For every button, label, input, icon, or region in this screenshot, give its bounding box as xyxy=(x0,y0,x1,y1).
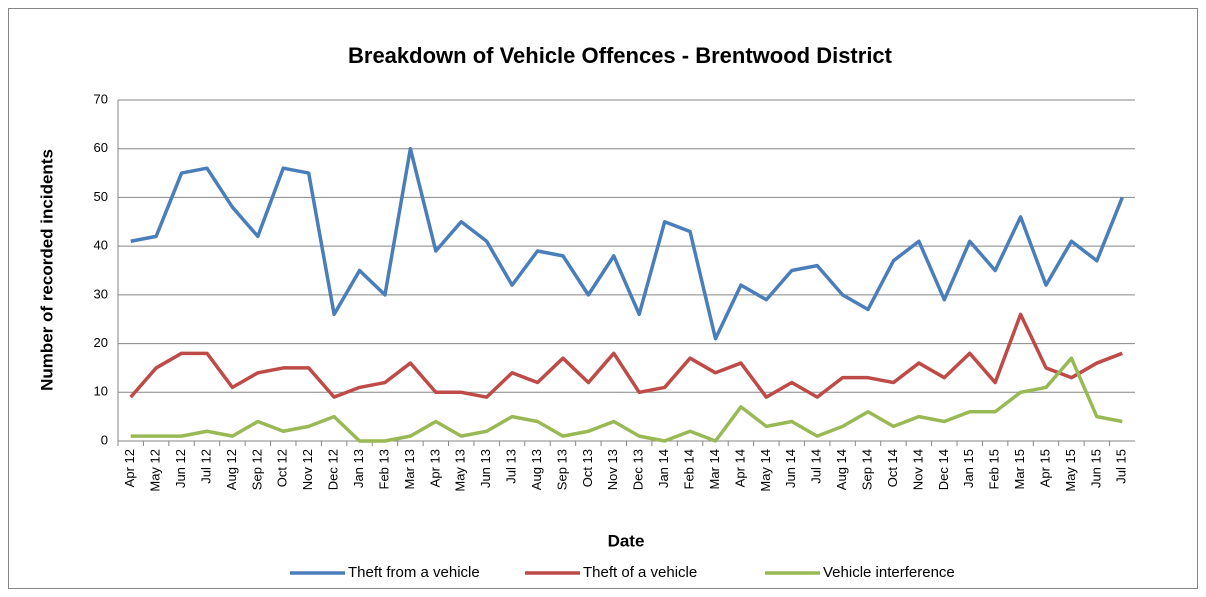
series-line xyxy=(130,146,1124,341)
x-tick-label: Apr 14 xyxy=(732,449,747,487)
x-tick-label: Nov 14 xyxy=(910,449,925,490)
x-tick-label: Sep 13 xyxy=(554,449,569,490)
legend-label: Theft of a vehicle xyxy=(583,564,697,581)
x-tick-label: Oct 13 xyxy=(580,449,595,487)
legend-label: Vehicle interference xyxy=(823,564,955,581)
x-tick-label: May 15 xyxy=(1063,449,1078,492)
x-tick-label: Jun 14 xyxy=(783,449,798,488)
x-tick-label: May 13 xyxy=(453,449,468,492)
legend-label: Theft from a vehicle xyxy=(348,564,480,581)
x-tick-label: Mar 14 xyxy=(707,449,722,489)
x-tick-label: Jul 15 xyxy=(1114,449,1129,484)
x-tick-label: Jul 12 xyxy=(198,449,213,484)
x-tick-label: Sep 14 xyxy=(859,449,874,490)
x-tick-label: Feb 15 xyxy=(987,449,1002,489)
x-tick-label: Oct 12 xyxy=(275,449,290,487)
y-tick-label: 30 xyxy=(94,286,108,301)
x-tick-label: Feb 13 xyxy=(376,449,391,489)
y-tick-label: 40 xyxy=(94,238,108,253)
x-tick-label: Aug 14 xyxy=(834,449,849,490)
x-tick-label: Apr 12 xyxy=(122,449,137,487)
x-tick-label: Jun 12 xyxy=(173,449,188,488)
x-tick-label: Jul 13 xyxy=(504,449,519,484)
x-tick-label: Sep 12 xyxy=(249,449,264,490)
x-tick-label: Jun 13 xyxy=(478,449,493,488)
x-tick-label: Jul 14 xyxy=(809,449,824,484)
x-tick-label: Dec 13 xyxy=(631,449,646,490)
x-tick-label: Nov 13 xyxy=(605,449,620,490)
y-tick-label: 60 xyxy=(94,140,108,155)
series-line xyxy=(130,356,1123,443)
x-tick-label: Nov 12 xyxy=(300,449,315,490)
x-tick-label: Aug 13 xyxy=(529,449,544,490)
x-tick-label: Mar 13 xyxy=(402,449,417,489)
x-tick-label: May 14 xyxy=(758,449,773,492)
y-tick-label: 70 xyxy=(94,91,108,106)
x-tick-label: Jan 13 xyxy=(351,449,366,488)
y-axis-label: Number of recorded incidents xyxy=(37,149,56,391)
series-line xyxy=(129,312,1123,399)
x-tick-label: Jun 15 xyxy=(1088,449,1103,488)
x-tick-label: Jan 15 xyxy=(961,449,976,488)
chart-frame xyxy=(8,8,1198,589)
y-tick-label: 10 xyxy=(94,384,108,399)
chart-title: Breakdown of Vehicle Offences - Brentwoo… xyxy=(348,43,893,68)
x-tick-label: Apr 13 xyxy=(427,449,442,487)
x-tick-label: Oct 14 xyxy=(885,449,900,487)
x-axis-label: Date xyxy=(608,531,645,550)
y-tick-label: 0 xyxy=(101,432,108,447)
x-tick-label: Dec 14 xyxy=(936,449,951,490)
y-tick-label: 20 xyxy=(94,335,108,350)
x-tick-label: Jan 14 xyxy=(656,449,671,488)
y-tick-label: 50 xyxy=(94,189,108,204)
x-tick-label: Mar 15 xyxy=(1012,449,1027,489)
x-tick-label: Aug 12 xyxy=(224,449,239,490)
x-tick-label: Feb 14 xyxy=(682,449,697,489)
x-tick-label: Dec 12 xyxy=(326,449,341,490)
x-tick-label: Apr 15 xyxy=(1037,449,1052,487)
x-tick-label: May 12 xyxy=(148,449,163,492)
